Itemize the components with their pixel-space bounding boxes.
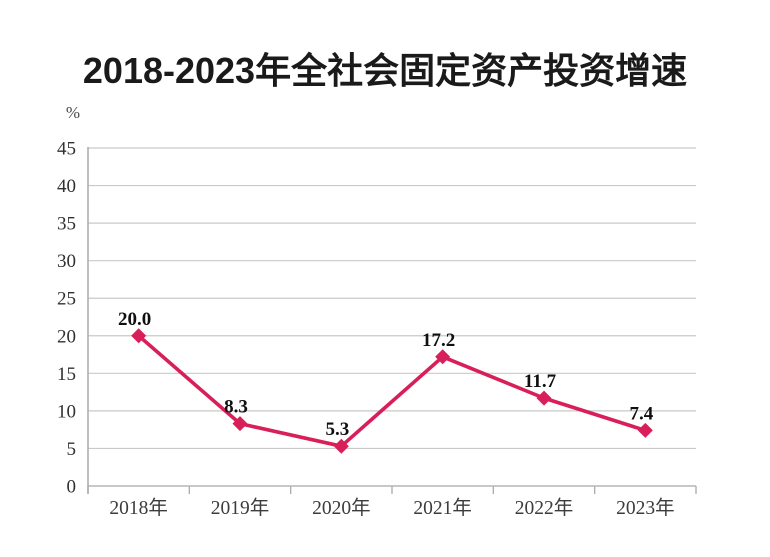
data-point-label: 5.3 xyxy=(325,419,349,440)
data-point-label: 7.4 xyxy=(629,403,653,424)
y-tick-label: 5 xyxy=(67,439,77,460)
data-point-label: 17.2 xyxy=(422,330,455,351)
x-tick-label: 2019年 xyxy=(211,497,270,519)
y-tick-label: 25 xyxy=(57,289,76,310)
x-tick-label: 2018年 xyxy=(109,497,168,519)
x-tick-label: 2020年 xyxy=(312,497,371,519)
data-point-marker xyxy=(536,390,552,406)
data-point-marker xyxy=(435,349,451,365)
data-point-label: 8.3 xyxy=(224,397,248,418)
y-tick-label: 30 xyxy=(57,251,76,272)
y-tick-label: 40 xyxy=(57,176,76,197)
data-point-label: 20.0 xyxy=(118,309,151,330)
x-tick-label: 2023年 xyxy=(616,497,675,519)
chart-title: 2018-2023年全社会固定资产投资增速 xyxy=(82,50,688,91)
y-axis-unit-label: % xyxy=(65,103,80,122)
data-line xyxy=(136,333,648,448)
data-point-marker xyxy=(637,422,653,438)
y-tick-label: 10 xyxy=(57,401,76,422)
x-tick-label: 2022年 xyxy=(515,497,574,519)
data-point-marker xyxy=(131,328,147,344)
y-tick-label: 15 xyxy=(57,364,76,385)
y-tick-label: 35 xyxy=(57,214,76,235)
data-point-marker xyxy=(232,416,248,432)
data-point-marker xyxy=(333,438,349,454)
y-tick-label: 20 xyxy=(57,326,76,347)
y-tick-label: 45 xyxy=(57,139,76,160)
y-tick-label: 0 xyxy=(67,477,77,498)
x-tick-label: 2021年 xyxy=(413,497,472,519)
data-point-label: 11.7 xyxy=(524,371,557,392)
